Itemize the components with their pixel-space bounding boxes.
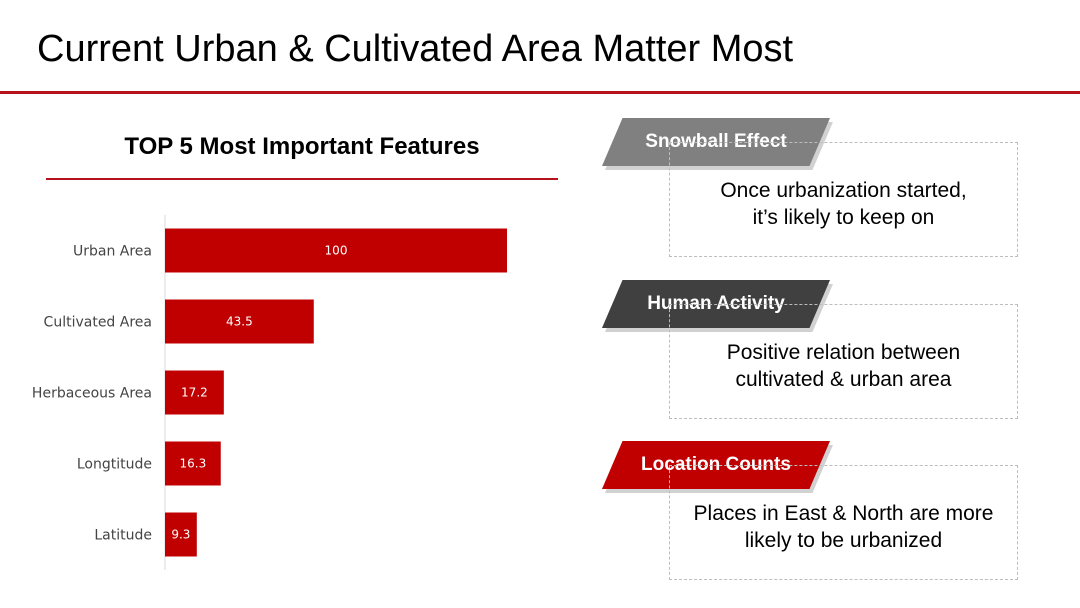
- title-divider: [0, 91, 1080, 94]
- bar-data-label: 100: [325, 244, 348, 258]
- slide-title: Current Urban & Cultivated Area Matter M…: [37, 28, 794, 70]
- category-tick-label: Latitude: [94, 528, 152, 544]
- callout-tab-label: Human Activity: [647, 293, 785, 314]
- callout-text-line: Once urbanization started,: [720, 178, 967, 202]
- bar-data-label: 17.2: [181, 386, 208, 400]
- callout-text-line: Places in East & North are more: [693, 501, 994, 525]
- bar: [165, 441, 221, 486]
- bar-data-label: 16.3: [180, 457, 207, 471]
- bar-data-label: 9.3: [171, 528, 190, 542]
- bar: [165, 228, 507, 273]
- category-tick-label: Urban Area: [73, 244, 152, 260]
- callout-tab-label: Snowball Effect: [645, 131, 787, 152]
- callout-box-location-counts: Places in East & North are more likely t…: [669, 465, 1018, 580]
- feature-importance-chart: Urban Area 100 Cultivated Area 43.5 Herbaceo…: [32, 215, 507, 570]
- bar-data-label: 43.5: [226, 315, 253, 329]
- bar: [165, 299, 314, 344]
- callout-tab-label: Location Counts: [641, 454, 791, 475]
- callout-text-line: cultivated & urban area: [735, 367, 952, 391]
- callout-text-line: it’s likely to keep on: [752, 205, 935, 229]
- callout-location-counts: Location Counts Places in East & North a…: [602, 441, 1022, 583]
- chart-title-divider: [46, 178, 558, 180]
- bar: [165, 512, 197, 557]
- callout-box-human-activity: Positive relation between cultivated & u…: [669, 304, 1018, 419]
- category-tick-label: Cultivated Area: [44, 315, 152, 331]
- callout-box-snowball-effect: Once urbanization started, it’s likely t…: [669, 142, 1018, 257]
- category-tick-label: Longtitude: [77, 457, 152, 473]
- bar: [165, 370, 224, 415]
- callout-snowball-effect: Snowball Effect Once urbanization starte…: [602, 118, 1022, 260]
- callout-text-line: Positive relation between: [726, 340, 961, 364]
- chart-title: TOP 5 Most Important Features: [124, 133, 480, 160]
- callout-text-line: likely to be urbanized: [744, 528, 943, 552]
- callout-human-activity: Human Activity Positive relation between…: [602, 280, 1022, 422]
- category-tick-label: Herbaceous Area: [32, 386, 152, 402]
